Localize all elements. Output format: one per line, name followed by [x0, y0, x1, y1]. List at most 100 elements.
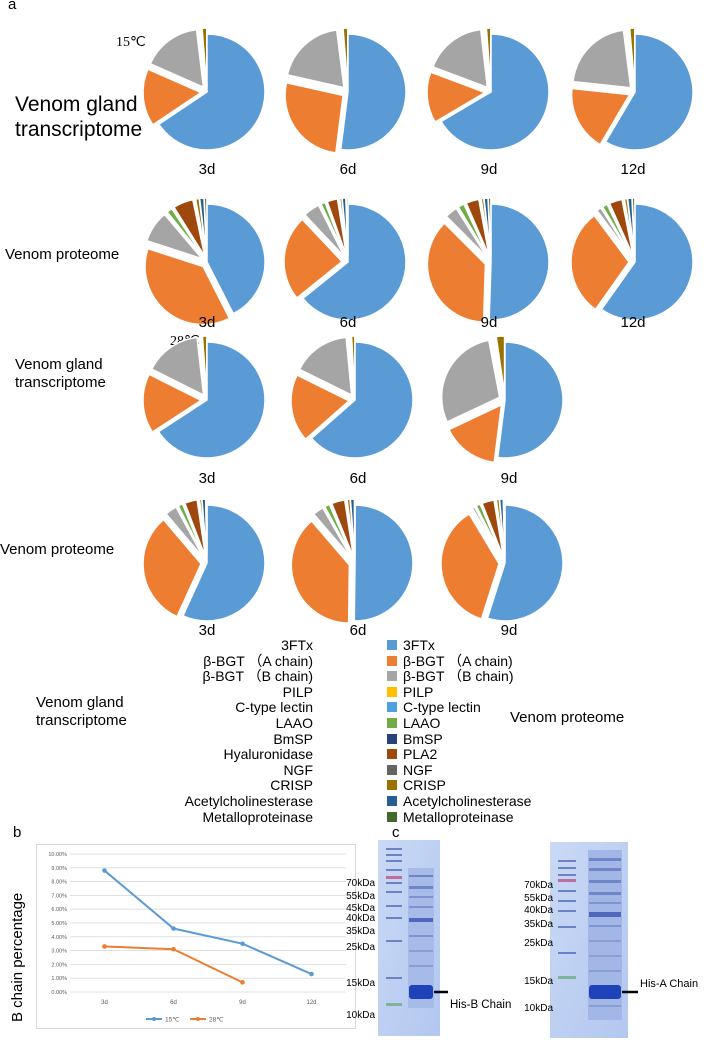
gel-marker-label: 35kDa: [346, 926, 375, 937]
legend-proteome-label: PLA2: [403, 746, 438, 763]
legend-proteome-label: β-BGT （B chain): [403, 668, 514, 685]
pie-slice-bgt-a-chain: [426, 222, 487, 323]
pie-slice-bgt-b-chain: [298, 336, 353, 397]
row-label-line: Venom gland: [15, 93, 138, 116]
row-label-transcriptome-28c: Venom gland transcriptome: [15, 356, 106, 392]
legend-proteome-label: NGF: [403, 761, 433, 778]
legend-swatch: [387, 686, 397, 697]
legend-transcriptome-label: β-BGT （B chain): [202, 668, 314, 685]
b-chain-line-chart: 0.00% 1.00% 2.00% 3.00% 4.00% 5.00% 6.00% 7.00%…: [36, 844, 356, 1029]
gel-marker-label: 40kDa: [346, 913, 375, 924]
y-tick-label: 8.00%: [51, 880, 67, 886]
day-label: 3d: [198, 622, 216, 639]
panel-a-letter: a: [8, 0, 17, 13]
left-gel-ladder: [386, 848, 402, 1006]
pie-venom-proteome-28-6d: [290, 498, 414, 624]
x-tick-label: 3d: [101, 1000, 108, 1006]
pie-slice-bmsp: [606, 202, 634, 257]
panel-b-letter: b: [13, 824, 22, 841]
day-label: 3d: [198, 314, 216, 331]
pie-slice-bgt-a-chain: [144, 247, 231, 326]
legend-swatch: [387, 655, 397, 666]
legend-swatch: [387, 749, 397, 760]
legend-label: 28℃: [209, 1017, 224, 1024]
line-legend-entry: 15℃: [146, 1017, 180, 1024]
pie-slice-3ftx: [496, 341, 564, 459]
legend-proteome-label: Metalloproteinase: [403, 808, 514, 825]
y-tick-label: 4.00%: [51, 935, 67, 941]
pie-slice-3ftx: [206, 203, 266, 315]
pie-slice-pla2: [608, 198, 634, 257]
pie-venom-gland-transcriptome-15-9d: [426, 27, 550, 151]
legend-swatch: [387, 702, 397, 713]
pie-slice-bgt-a-chain: [440, 512, 500, 620]
pie-slice-3ftx: [488, 203, 550, 321]
day-label: 6d: [349, 622, 367, 639]
legend-transcriptome-label: Hyaluronidase: [223, 746, 314, 763]
his-b-chain-label: His-B Chain: [450, 999, 512, 1011]
pie-slice-bmsp: [463, 202, 490, 257]
gel-marker-label: 25kDa: [346, 942, 375, 953]
legend-swatch: [387, 780, 397, 791]
pie-venom-proteome-15-3d: [144, 197, 266, 326]
legend-marker: [152, 1017, 156, 1021]
legend-transcriptome-label: CRISP: [270, 777, 313, 794]
sds-page-gels: [378, 840, 638, 1038]
gel-marker-label: 55kDa: [524, 893, 553, 904]
legend-transcriptome-label: Metalloproteinase: [202, 808, 313, 825]
legend-row: 3FTx 3FTx: [0, 638, 708, 653]
pie-slice-bgt-b-chain: [150, 336, 205, 397]
legend-row: β-BGT （A chain) β-BGT （A chain): [0, 652, 708, 669]
pie-venom-gland-transcriptome-15-3d: [142, 27, 266, 151]
pie-slice-bgt-a-chain: [570, 87, 631, 146]
day-label: 12d: [620, 161, 646, 178]
legend-right-title: Venom proteome: [510, 709, 625, 726]
pie-slice-3ftx: [301, 203, 407, 321]
left-gel-sample-lane: [408, 868, 434, 1008]
pie-slice-3ftx: [181, 504, 266, 622]
pie-slice-3ftx: [440, 33, 550, 151]
pie-slice-bgt-a-chain: [283, 218, 344, 300]
legend-swatch: [387, 796, 397, 806]
pie-slice-pla2: [172, 198, 206, 257]
legend-row: Metalloproteinase Metalloproteinase: [0, 808, 708, 825]
pie-slice-pla2: [465, 198, 490, 257]
day-label: 9d: [500, 470, 518, 487]
legend-row: β-BGT （B chain) β-BGT （B chain): [0, 669, 708, 684]
day-label: 9d: [480, 161, 498, 178]
gel-marker-label: 45kDa: [346, 903, 375, 914]
line-legend-entry: 28℃: [190, 1017, 224, 1024]
legend-swatch: [387, 764, 397, 775]
pie-slice-crisp: [485, 27, 492, 87]
pie-slice-3ftx: [604, 33, 694, 151]
x-tick-label: 9d: [239, 1000, 246, 1006]
legend-proteome-label: 3FTx: [403, 637, 435, 653]
pie-slice-pla2: [330, 499, 355, 558]
y-axis-label: B chain percentage: [9, 892, 26, 1022]
legend-transcriptome-label: C-type lectin: [235, 699, 313, 716]
pie-slice-metalloproteinase: [205, 498, 208, 558]
data-point: [102, 868, 107, 873]
legend-proteome-label: Acetylcholinesterase: [403, 793, 532, 809]
pie-slice-metalloproteinase: [203, 197, 208, 257]
legend-transcriptome-label: β-BGT （A chain): [203, 652, 313, 669]
data-point: [240, 980, 245, 985]
pie-slice-crisp: [342, 27, 349, 87]
pie-slice-3ftx: [157, 341, 266, 459]
y-tick-label: 0.00%: [51, 990, 67, 996]
pie-slice-metalloproteinase: [345, 197, 349, 257]
pie-venom-gland-transcriptome-28-6d: [290, 335, 414, 459]
row-label-line: Venom gland: [15, 356, 103, 373]
pie-slice-bgt-b-chain: [149, 28, 205, 89]
gel-marker-label: 15kDa: [524, 976, 553, 987]
pie-slice-metalloproteinase: [502, 498, 506, 558]
legend-swatch: [387, 733, 397, 744]
pie-venom-gland-transcriptome-28-3d: [142, 335, 266, 459]
legend-row: BmSP BmSP: [0, 731, 708, 747]
pie-slice-bgt-b-chain: [440, 339, 501, 423]
legend-swatch: [387, 811, 397, 822]
pie-slice-bgt-a-chain: [290, 374, 351, 441]
pie-slice-metalloproteinase: [631, 197, 636, 257]
pie-venom-proteome-15-6d: [283, 197, 407, 321]
pie-slice-bgt-b-chain: [572, 29, 632, 89]
